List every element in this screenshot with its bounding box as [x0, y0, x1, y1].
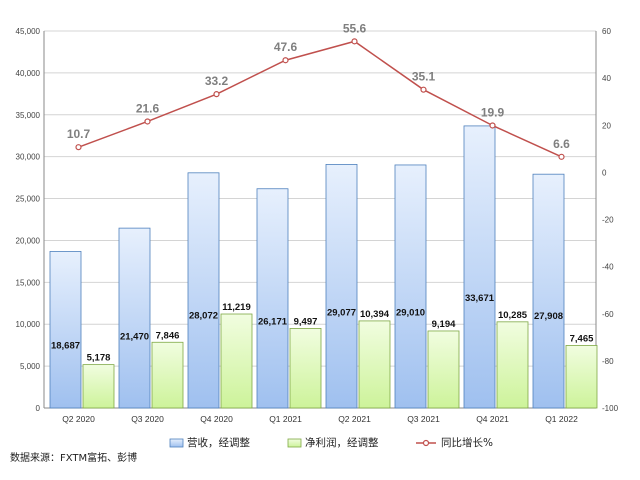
revenue-data-label: 27,908: [534, 311, 563, 322]
right-tick-label: -60: [602, 310, 614, 319]
net-profit-bar: [151, 341, 184, 409]
yoy-growth-point: [420, 86, 427, 93]
revenue-data-label: 29,010: [396, 308, 425, 319]
right-tick-label: 0: [602, 168, 607, 177]
net-profit-bar: [289, 328, 322, 409]
right-tick-label: -40: [602, 263, 614, 272]
left-tick-label: 25,000: [16, 195, 41, 204]
yoy-growth-point: [144, 118, 151, 125]
net-profit-data-label: 9,497: [294, 316, 318, 327]
revenue-bar: [532, 173, 565, 409]
left-tick-label: 45,000: [16, 27, 41, 36]
yoy-data-label: 10.7: [67, 127, 91, 141]
revenue-data-label: 18,687: [51, 341, 80, 352]
yoy-growth-line: [78, 40, 562, 158]
left-tick-label: 0: [36, 404, 41, 413]
category-label: Q2 2021: [338, 414, 371, 424]
right-tick-label: -80: [602, 357, 614, 366]
left-tick-label: 20,000: [16, 236, 41, 245]
legend-label-yoy: 同比增长%: [441, 436, 493, 449]
net-profit-data-label: 7,846: [156, 330, 180, 341]
revenue-bar: [187, 172, 220, 409]
revenue-data-label: 26,171: [258, 317, 288, 328]
right-tick-label: 60: [602, 27, 611, 36]
net-profit-bar: [496, 321, 529, 409]
yoy-data-label: 33.2: [205, 74, 229, 88]
category-label: Q4 2020: [200, 414, 233, 424]
net-profit-bar: [82, 364, 115, 409]
yoy-growth-point: [351, 38, 358, 45]
revenue-data-label: 28,072: [189, 311, 218, 322]
left-tick-label: 40,000: [16, 69, 41, 78]
net-profit-bar: [427, 330, 460, 409]
right-tick-label: 20: [602, 121, 611, 130]
left-tick-label: 5,000: [20, 362, 41, 371]
category-label: Q1 2022: [545, 414, 578, 424]
revenue-bar: [118, 227, 151, 409]
category-label: Q1 2021: [269, 414, 302, 424]
yoy-growth-point: [75, 144, 82, 151]
net-profit-data-label: 10,285: [498, 310, 528, 321]
yoy-data-label: 6.6: [553, 137, 570, 151]
yoy-data-label: 19.9: [481, 105, 505, 119]
yoy-growth-point: [489, 122, 496, 129]
revenue-data-label: 33,671: [465, 293, 495, 304]
left-tick-label: 35,000: [16, 111, 41, 120]
net-profit-bar: [565, 345, 598, 409]
yoy-data-label: 35.1: [412, 70, 436, 84]
legend-swatch-net-profit: [287, 438, 302, 448]
legend-swatch-revenue: [169, 438, 184, 448]
net-profit-data-label: 7,465: [570, 333, 594, 344]
category-label: Q2 2020: [62, 414, 95, 424]
legend-swatch-yoy-marker: [422, 439, 430, 447]
revenue-data-label: 29,077: [327, 307, 356, 318]
yoy-data-label: 55.6: [343, 21, 367, 35]
yoy-data-label: 21.6: [136, 101, 160, 115]
revenue-bar: [463, 125, 496, 409]
net-profit-bar: [358, 320, 391, 409]
right-tick-label: -20: [602, 216, 614, 225]
revenue-bar: [256, 188, 289, 409]
revenue-bar: [49, 251, 82, 409]
net-profit-bar: [220, 313, 253, 409]
net-profit-data-label: 5,178: [87, 353, 111, 364]
category-label: Q3 2020: [131, 414, 164, 424]
yoy-growth-point: [558, 153, 565, 160]
legend-label-revenue: 营收，经调整: [187, 436, 250, 449]
revenue-data-label: 21,470: [120, 332, 149, 343]
legend-label-net-profit: 净利润，经调整: [305, 436, 379, 449]
yoy-data-label: 47.6: [274, 40, 298, 54]
right-tick-label: -100: [602, 404, 619, 413]
category-label: Q4 2021: [476, 414, 509, 424]
right-tick-label: 40: [602, 74, 611, 83]
source-note: 数据来源：FXTM富拓、彭博: [10, 453, 138, 464]
net-profit-data-label: 10,394: [360, 309, 390, 320]
left-tick-label: 15,000: [16, 278, 41, 287]
yoy-growth-point: [282, 57, 289, 64]
revenue-bar: [325, 163, 358, 409]
left-tick-label: 10,000: [16, 320, 41, 329]
category-label: Q3 2021: [407, 414, 440, 424]
net-profit-data-label: 11,219: [222, 302, 251, 313]
yoy-growth-point: [213, 91, 220, 98]
left-tick-label: 30,000: [16, 153, 41, 162]
revenue-bar: [394, 164, 427, 409]
net-profit-data-label: 9,194: [432, 319, 456, 330]
